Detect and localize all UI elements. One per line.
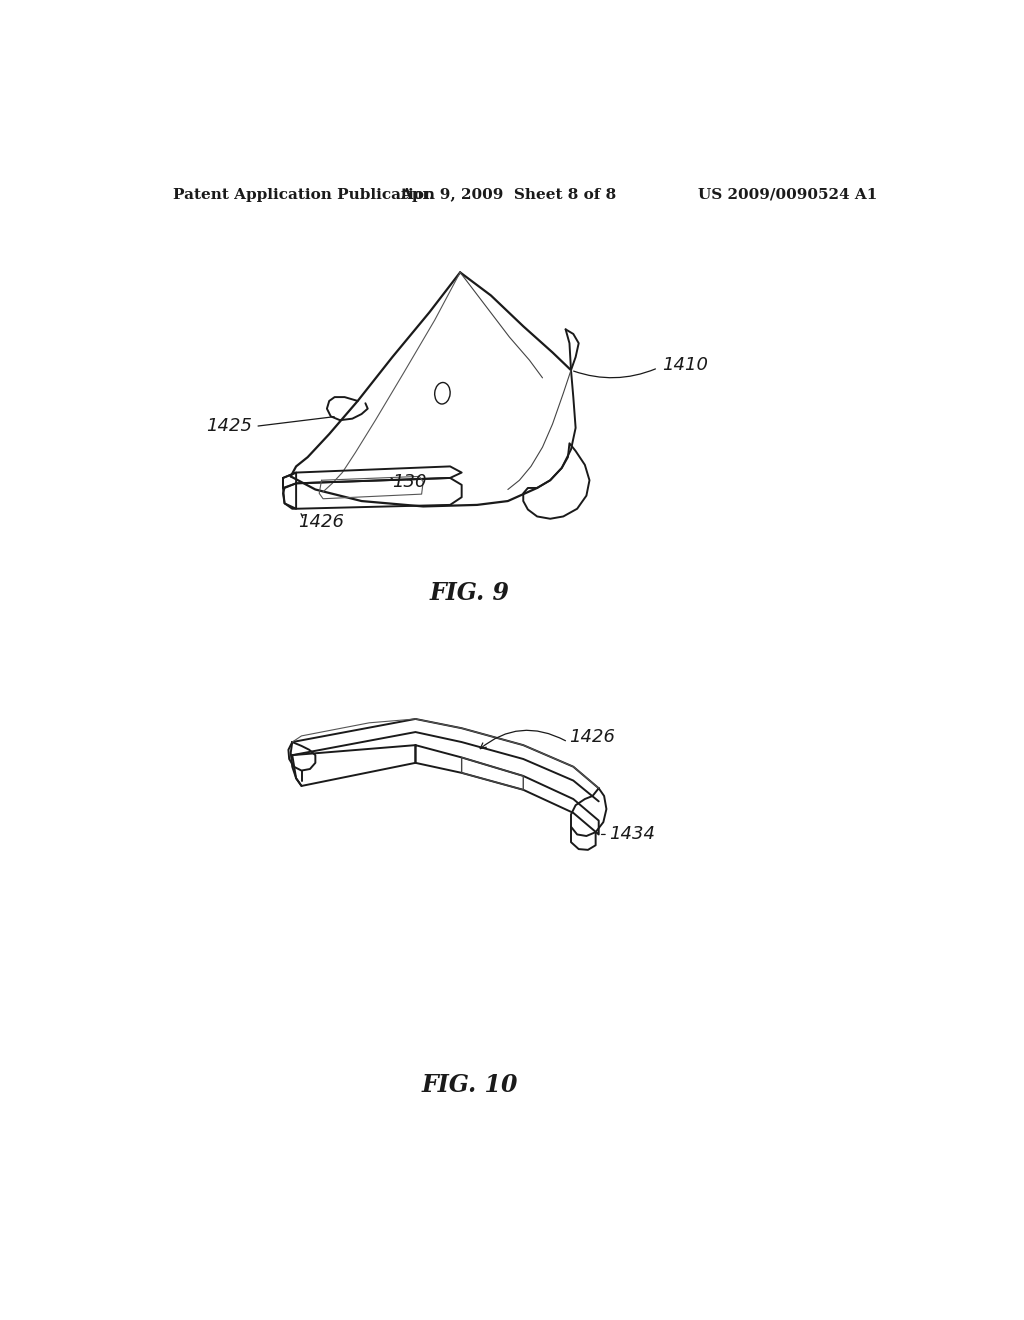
- Text: 1426: 1426: [298, 513, 344, 531]
- Text: 1410: 1410: [662, 356, 708, 374]
- Text: US 2009/0090524 A1: US 2009/0090524 A1: [698, 187, 878, 202]
- Text: Patent Application Publication: Patent Application Publication: [173, 187, 435, 202]
- Text: 1426: 1426: [569, 729, 615, 746]
- Text: 1434: 1434: [609, 825, 655, 843]
- Text: 1425: 1425: [206, 417, 252, 436]
- Text: FIG. 10: FIG. 10: [421, 1073, 518, 1097]
- Text: 130: 130: [392, 473, 427, 491]
- Text: Apr. 9, 2009  Sheet 8 of 8: Apr. 9, 2009 Sheet 8 of 8: [399, 187, 616, 202]
- Text: FIG. 9: FIG. 9: [430, 581, 510, 606]
